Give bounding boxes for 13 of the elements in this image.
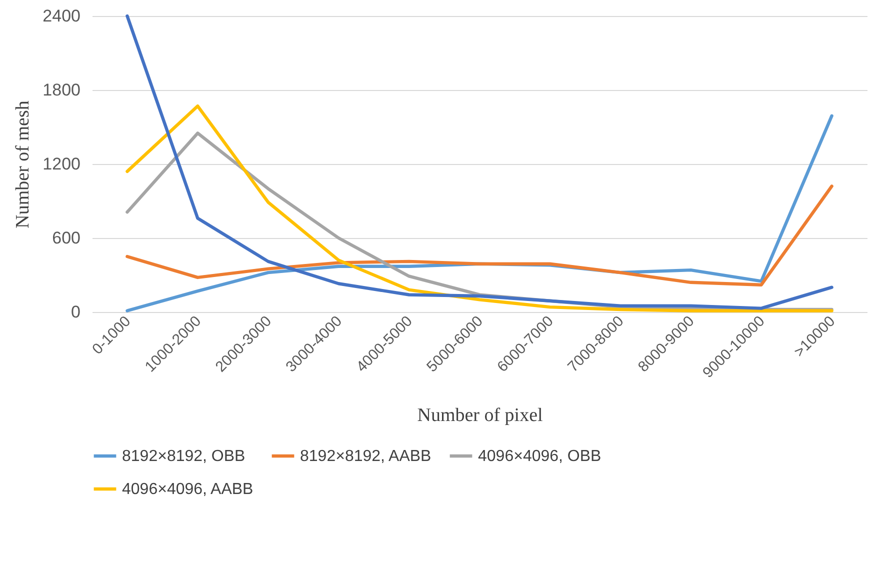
line-series [126, 184, 834, 286]
legend-label: 4096×4096, AABB [122, 481, 254, 498]
legend-label: 8192×8192, AABB [300, 448, 432, 465]
legend-label: 4096×4096, OBB [478, 448, 602, 465]
legend-label: 8192×8192, OBB [122, 448, 246, 465]
y-tick-label: 1200 [42, 154, 80, 174]
y-tick-label: 1800 [42, 80, 80, 100]
x-axis-title: Number of pixel [417, 404, 543, 426]
y-axis-title: Number of mesh [12, 100, 34, 228]
y-tick-label: 2400 [42, 6, 80, 26]
y-tick-label: 600 [52, 228, 80, 248]
line-series [126, 14, 834, 310]
y-tick-label: 0 [71, 302, 80, 322]
